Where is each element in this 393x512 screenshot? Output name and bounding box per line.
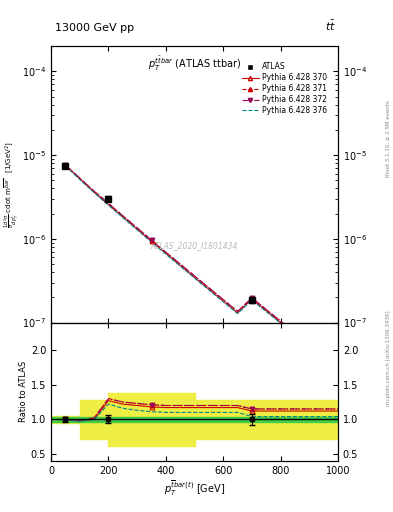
Pythia 6.428 376 bbox=[321, 356, 326, 362]
Pythia 6.428 376 bbox=[235, 310, 240, 316]
Pythia 6.428 370 bbox=[178, 263, 182, 269]
Pythia 6.428 371 bbox=[178, 261, 182, 267]
Pythia 6.428 372 bbox=[336, 366, 340, 372]
Pythia 6.428 371 bbox=[106, 200, 111, 206]
Pythia 6.428 372 bbox=[321, 354, 326, 360]
Pythia 6.428 370 bbox=[63, 162, 68, 168]
Pythia 6.428 376 bbox=[336, 368, 340, 374]
Pythia 6.428 370 bbox=[192, 274, 197, 281]
Pythia 6.428 376 bbox=[250, 297, 254, 303]
Pythia 6.428 371 bbox=[163, 249, 168, 255]
Pythia 6.428 370 bbox=[120, 214, 125, 220]
Pythia 6.428 371 bbox=[63, 162, 68, 168]
Pythia 6.428 370 bbox=[336, 367, 340, 373]
Pythia 6.428 371 bbox=[221, 296, 226, 303]
Pythia 6.428 376 bbox=[106, 202, 111, 208]
Pythia 6.428 372 bbox=[149, 237, 154, 243]
Line: Pythia 6.428 376: Pythia 6.428 376 bbox=[65, 166, 338, 371]
Pythia 6.428 370 bbox=[250, 296, 254, 302]
Pythia 6.428 372 bbox=[235, 308, 240, 314]
Pythia 6.428 370 bbox=[135, 226, 140, 232]
Pythia 6.428 371 bbox=[120, 213, 125, 219]
Pythia 6.428 376 bbox=[163, 251, 168, 257]
Pythia 6.428 370 bbox=[307, 343, 312, 349]
Pythia 6.428 376 bbox=[278, 320, 283, 326]
Pythia 6.428 376 bbox=[77, 177, 82, 183]
Pythia 6.428 370 bbox=[163, 250, 168, 257]
Pythia 6.428 370 bbox=[149, 239, 154, 245]
Pythia 6.428 370 bbox=[92, 189, 97, 195]
Legend: ATLAS, Pythia 6.428 370, Pythia 6.428 371, Pythia 6.428 372, Pythia 6.428 376: ATLAS, Pythia 6.428 370, Pythia 6.428 37… bbox=[241, 61, 329, 117]
Pythia 6.428 372 bbox=[135, 225, 140, 231]
Pythia 6.428 371 bbox=[264, 307, 269, 313]
Line: Pythia 6.428 371: Pythia 6.428 371 bbox=[65, 165, 338, 369]
Pythia 6.428 372 bbox=[106, 200, 111, 206]
Pythia 6.428 370 bbox=[292, 331, 298, 337]
Pythia 6.428 371 bbox=[149, 237, 154, 243]
Pythia 6.428 376 bbox=[135, 227, 140, 233]
Y-axis label: Ratio to ATLAS: Ratio to ATLAS bbox=[19, 361, 28, 422]
Pythia 6.428 371 bbox=[292, 330, 298, 336]
Pythia 6.428 371 bbox=[135, 225, 140, 231]
Line: Pythia 6.428 370: Pythia 6.428 370 bbox=[65, 165, 338, 370]
Pythia 6.428 370 bbox=[235, 310, 240, 316]
Pythia 6.428 372 bbox=[92, 188, 97, 194]
Pythia 6.428 372 bbox=[221, 296, 226, 303]
Pythia 6.428 372 bbox=[120, 213, 125, 219]
Text: mcplots.cern.ch [arXiv:1306.3436]: mcplots.cern.ch [arXiv:1306.3436] bbox=[386, 311, 391, 406]
Pythia 6.428 371 bbox=[192, 273, 197, 279]
Pythia 6.428 376 bbox=[120, 215, 125, 221]
Pythia 6.428 372 bbox=[178, 261, 182, 267]
Pythia 6.428 376 bbox=[264, 309, 269, 315]
Pythia 6.428 376 bbox=[92, 189, 97, 196]
Pythia 6.428 376 bbox=[292, 332, 298, 338]
Pythia 6.428 371 bbox=[321, 354, 326, 360]
Pythia 6.428 371 bbox=[235, 308, 240, 314]
Pythia 6.428 376 bbox=[149, 239, 154, 245]
Y-axis label: $\frac{1}{\sigma}\frac{d^2\sigma}{dp_T^{\bar{t}}}$ cdot m$^{\overline{bar}}$   [: $\frac{1}{\sigma}\frac{d^2\sigma}{dp_T^{… bbox=[2, 141, 21, 228]
Pythia 6.428 372 bbox=[207, 285, 211, 291]
X-axis label: $p^{\overline{t}bar(t)}_T$ [GeV]: $p^{\overline{t}bar(t)}_T$ [GeV] bbox=[164, 478, 225, 498]
Pythia 6.428 371 bbox=[250, 295, 254, 301]
Pythia 6.428 372 bbox=[292, 330, 298, 336]
Text: ATLAS_2020_I1801434: ATLAS_2020_I1801434 bbox=[151, 241, 238, 250]
Pythia 6.428 376 bbox=[178, 263, 182, 269]
Pythia 6.428 371 bbox=[77, 175, 82, 181]
Pythia 6.428 370 bbox=[278, 319, 283, 326]
Pythia 6.428 371 bbox=[278, 318, 283, 324]
Pythia 6.428 372 bbox=[163, 249, 168, 255]
Pythia 6.428 371 bbox=[336, 366, 340, 372]
Pythia 6.428 372 bbox=[307, 342, 312, 348]
Text: Rivet 3.1.10, ≥ 2.5M events: Rivet 3.1.10, ≥ 2.5M events bbox=[386, 100, 391, 177]
Pythia 6.428 372 bbox=[63, 162, 68, 168]
Pythia 6.428 372 bbox=[77, 175, 82, 181]
Pythia 6.428 376 bbox=[192, 275, 197, 281]
Pythia 6.428 372 bbox=[192, 273, 197, 279]
Pythia 6.428 376 bbox=[207, 287, 211, 293]
Text: $t\bar{t}$: $t\bar{t}$ bbox=[325, 19, 336, 33]
Pythia 6.428 372 bbox=[250, 295, 254, 301]
Pythia 6.428 371 bbox=[207, 285, 211, 291]
Line: Pythia 6.428 372: Pythia 6.428 372 bbox=[65, 165, 338, 369]
Pythia 6.428 370 bbox=[221, 298, 226, 304]
Pythia 6.428 370 bbox=[264, 308, 269, 314]
Pythia 6.428 376 bbox=[221, 298, 226, 305]
Pythia 6.428 376 bbox=[63, 163, 68, 169]
Pythia 6.428 370 bbox=[207, 286, 211, 292]
Text: $p_T^{t\bar{t}bar}$ (ATLAS ttbar): $p_T^{t\bar{t}bar}$ (ATLAS ttbar) bbox=[148, 54, 241, 73]
Pythia 6.428 371 bbox=[92, 188, 97, 194]
Pythia 6.428 370 bbox=[321, 355, 326, 361]
Pythia 6.428 370 bbox=[106, 202, 111, 208]
Pythia 6.428 372 bbox=[264, 307, 269, 313]
Pythia 6.428 370 bbox=[77, 176, 82, 182]
Pythia 6.428 376 bbox=[307, 344, 312, 350]
Pythia 6.428 371 bbox=[307, 342, 312, 348]
Pythia 6.428 372 bbox=[278, 318, 283, 324]
Text: 13000 GeV pp: 13000 GeV pp bbox=[55, 23, 134, 33]
